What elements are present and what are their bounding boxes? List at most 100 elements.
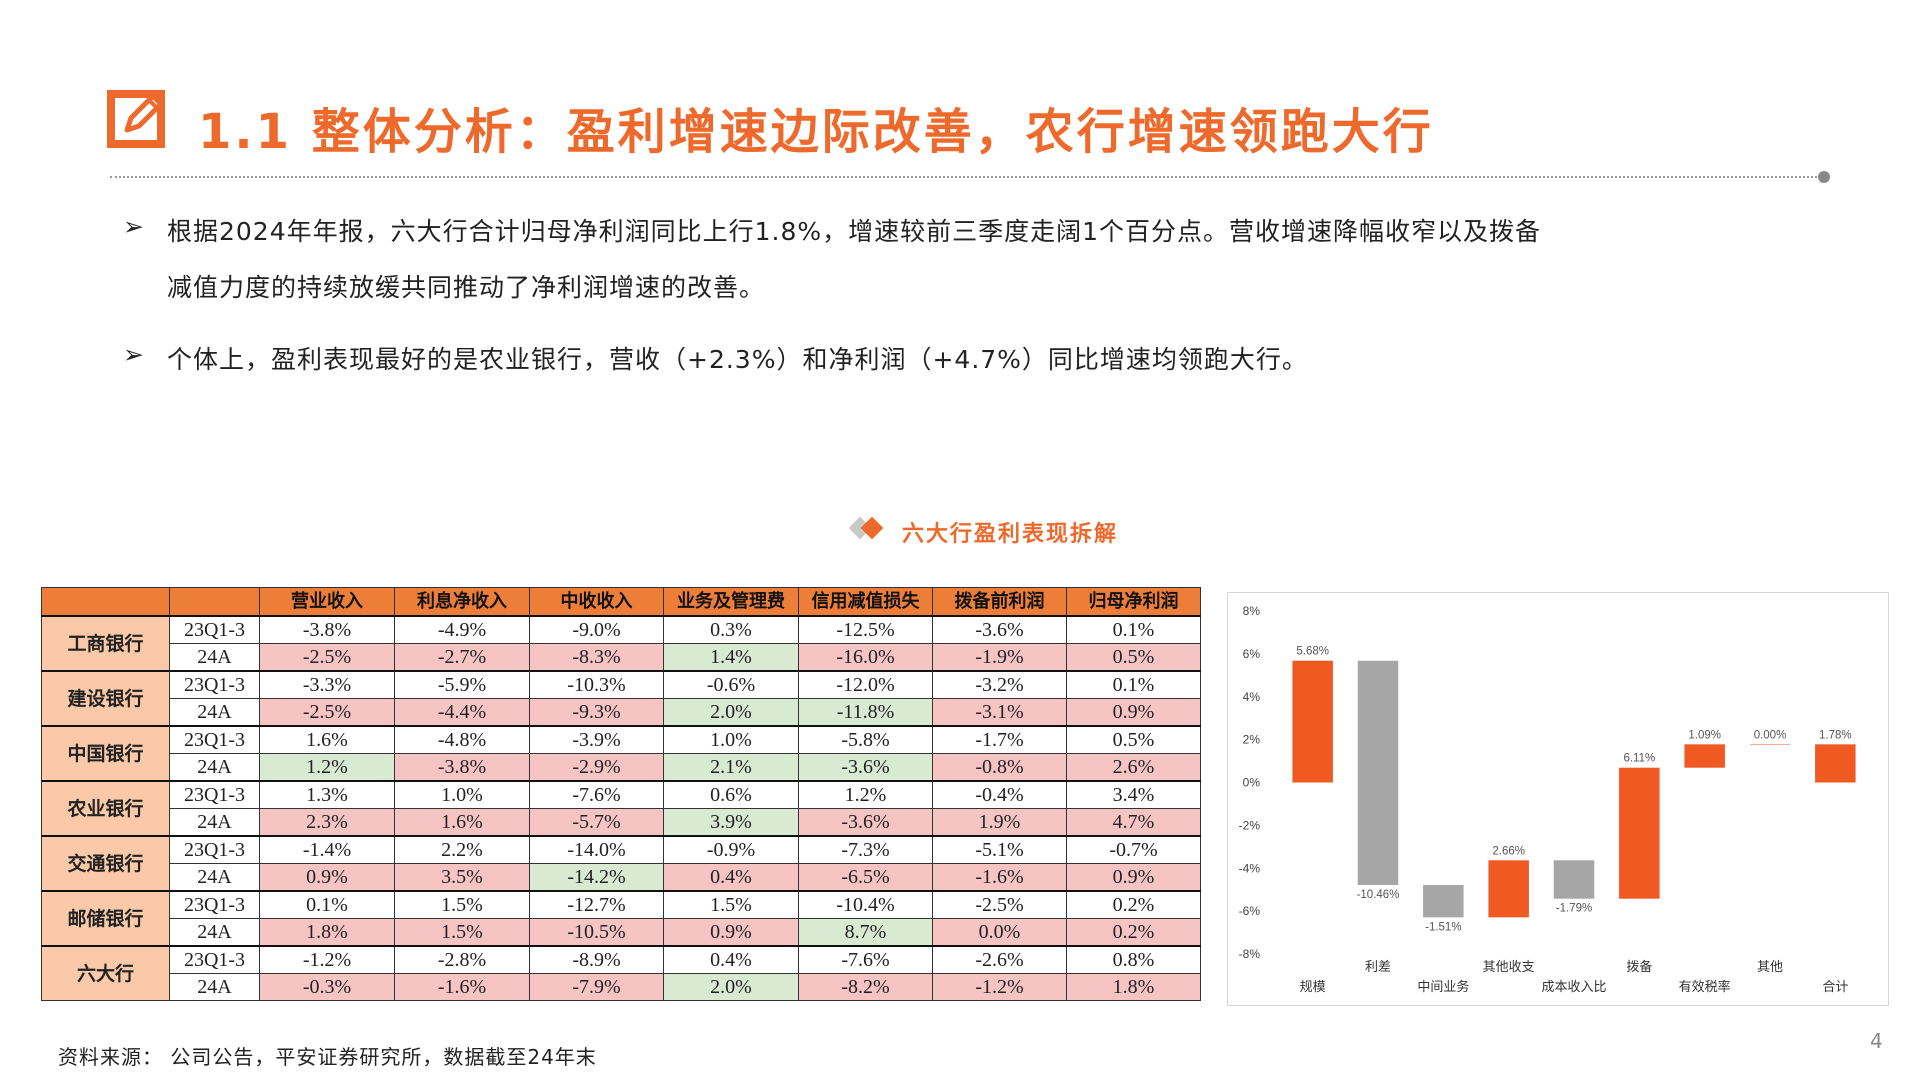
table-cell: 0.5% [1066,643,1201,672]
table-cell: 0.4% [663,863,799,892]
period-label: 24A [169,918,260,947]
table-cell: -5.7% [529,808,664,837]
table-cell: 2.3% [259,808,395,837]
table-cell: -3.2% [932,670,1067,699]
y-tick-label: 4% [1243,690,1261,704]
table-cell: -5.8% [798,725,933,754]
table-cell: -1.7% [932,725,1067,754]
divider-dot [1818,171,1830,183]
table-row: 邮储银行 23Q1-3 0.1% 1.5% -12.7% 1.5% -10.4% -2.5% 0… [41,890,1201,947]
table-cell: 2.6% [1066,753,1201,782]
bullet-2-line-1: 个体上，盈利表现最好的是农业银行，营收（+2.3%）和净利润（+4.7%）同比增… [167,345,1308,374]
bullet-1-line-1: 根据2024年年报，六大行合计归母净利润同比上行1.8%，增速较前三季度走阔1个… [167,217,1542,246]
table-header: 利息净收入 [394,587,530,617]
period-label: 23Q1-3 [169,725,260,754]
table-cell: -3.6% [798,753,933,782]
y-tick-label: -8% [1239,947,1261,961]
waterfall-bar [1357,660,1399,885]
x-tick-label: 有效税率 [1679,979,1731,995]
table-cell: -10.3% [529,670,664,699]
table-cell: -7.6% [529,780,664,809]
table-row: 24A 0.9% 3.5% -14.2% 0.4% -6.5% -1.6% 0.9% [42,863,1201,892]
table-cell: 0.0% [932,918,1067,947]
table-header: 归母净利润 [1066,587,1201,617]
table-cell: -1.6% [932,863,1067,892]
x-tick-label: 其他 [1757,960,1783,975]
table-row: 24A -2.5% -4.4% -9.3% 2.0% -11.8% -3.1% 0.9% [42,698,1201,727]
table-cell: 3.4% [1066,780,1201,809]
y-tick-label: -6% [1239,904,1261,918]
table-cell: -1.2% [259,945,395,974]
table-cell: -16.0% [798,643,933,672]
data-label: 0.00% [1754,729,1787,741]
table-cell: -8.2% [798,973,933,1001]
waterfall-bar [1292,660,1333,783]
period-label: 23Q1-3 [169,890,260,919]
table-cell: -7.9% [529,973,664,1001]
table-cell: 0.9% [259,863,395,892]
data-label: -1.51% [1425,921,1461,933]
table-cell: 0.5% [1066,725,1201,754]
table-cell: -3.6% [798,808,933,837]
y-tick-label: 6% [1243,647,1261,661]
table-cell: -3.9% [529,725,664,754]
x-tick-label: 规模 [1300,980,1326,995]
bank-name: 交通银行 [41,835,170,892]
table-cell: -2.6% [932,945,1067,974]
waterfall-chart-svg: 8% 6% 4% 2% 0% -2% -4% -6% -8% 5.68% -10.46% -1.51%… [1239,604,1856,995]
table-cell: 3.5% [394,863,530,892]
x-tick-label: 其他收支 [1483,960,1535,975]
period-label: 24A [169,698,260,727]
table-cell: 1.2% [798,780,933,809]
source-note: 资料来源： 公司公告，平安证券研究所，数据截至24年末 [58,1045,597,1069]
bank-name: 工商银行 [41,615,170,672]
table-row: 工商银行 23Q1-3 -3.8% -4.9% -9.0% 0.3% -12.5% -3.6%… [41,615,1201,672]
table-cell: 1.3% [259,780,395,809]
period-label: 23Q1-3 [169,780,260,809]
table-cell: -1.6% [394,973,530,1001]
waterfall-bar [1553,860,1595,899]
table-cell: 0.2% [1066,890,1201,919]
table-cell: -10.5% [529,918,664,947]
x-tick-label: 成本收入比 [1541,980,1606,995]
table-header [41,587,170,617]
period-label: 23Q1-3 [169,615,260,644]
table-cell: 1.5% [394,918,530,947]
table-cell: 2.2% [394,835,530,864]
waterfall-bar [1815,744,1856,783]
table-cell: -5.9% [394,670,530,699]
waterfall-bar [1619,767,1660,899]
y-tick-label: 8% [1243,604,1261,618]
table-cell: -3.1% [932,698,1067,727]
table-cell: -0.3% [259,973,395,1001]
period-label: 24A [169,808,260,837]
data-label: 2.66% [1492,845,1525,857]
table-cell: 0.9% [1066,863,1201,892]
table-row: 24A -2.5% -2.7% -8.3% 1.4% -16.0% -1.9% 0.5% [42,643,1201,672]
table-header-row: 营业收入 利息净收入 中收收入 业务及管理费 信用减值损失 拨备前利润 归母净利… [41,587,1201,617]
table-cell: -4.4% [394,698,530,727]
period-label: 24A [169,973,260,1001]
table-cell: -1.4% [259,835,395,864]
data-label: 5.68% [1296,646,1329,658]
table-cell: -14.0% [529,835,664,864]
y-tick-label: -4% [1239,861,1261,875]
table-cell: 4.7% [1066,808,1201,837]
table-cell: -2.5% [259,643,395,672]
table-cell: -9.0% [529,615,664,644]
table-cell: 0.4% [663,945,799,974]
bank-name: 邮储银行 [41,890,170,947]
table-cell: 0.2% [1066,918,1201,947]
table-header: 信用减值损失 [798,587,933,617]
pencil-square-icon [107,90,165,148]
data-label: -1.79% [1556,903,1592,915]
y-tick-label: 2% [1243,733,1261,747]
table-header: 营业收入 [259,587,395,617]
table-cell: 0.9% [1066,698,1201,727]
bullet-marker: ➢ [123,340,144,369]
y-tick-label: 0% [1243,776,1261,790]
table-cell: 1.9% [932,808,1067,837]
table-cell: 2.1% [663,753,799,782]
period-label: 24A [169,753,260,782]
table-row: 交通银行 23Q1-3 -1.4% 2.2% -14.0% -0.9% -7.3% -5.1%… [41,835,1201,892]
